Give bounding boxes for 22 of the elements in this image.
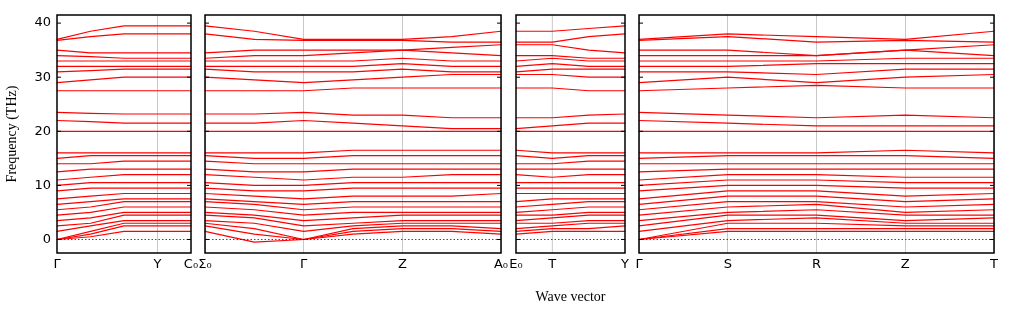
x-tick-label: Σ₀: [198, 256, 212, 272]
x-tick-label: C₀: [183, 256, 199, 272]
x-tick-label: R: [811, 256, 822, 272]
x-tick-label: Z: [397, 256, 407, 272]
x-tick-label: Y: [620, 256, 630, 272]
x-tick-label: Y: [152, 256, 162, 272]
y-tick-label: 0: [42, 230, 51, 246]
x-tick-label: T: [989, 256, 999, 272]
x-tick-label: E₀: [509, 256, 523, 272]
x-tick-label: Γ: [53, 256, 62, 272]
x-tick-label: S: [723, 256, 732, 272]
x-axis-title: Wave vector: [535, 289, 606, 305]
y-axis-title: Frequency (THz): [4, 85, 21, 183]
x-tick-label: T: [547, 256, 557, 272]
x-tick-label: Γ: [300, 256, 309, 272]
y-tick-label: 20: [34, 122, 51, 138]
x-tick-label: Γ: [635, 256, 644, 272]
y-tick-label: 10: [34, 176, 51, 192]
x-tick-label: Z: [900, 256, 910, 272]
y-tick-label: 40: [34, 14, 51, 30]
x-tick-label: A₀: [493, 256, 509, 272]
y-tick-label: 30: [34, 68, 51, 84]
